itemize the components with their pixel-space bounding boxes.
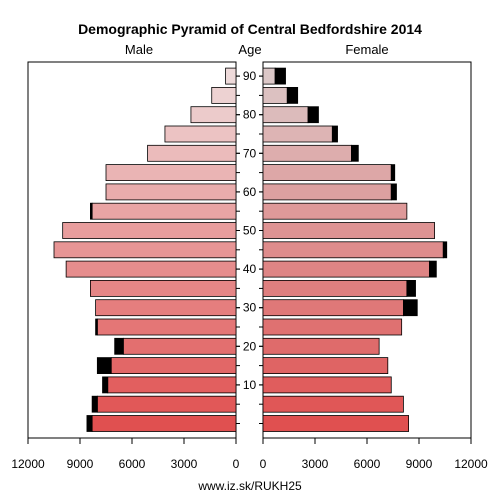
female-excess-85-89 <box>286 87 299 104</box>
male-excess-0-4 <box>86 415 93 432</box>
female-bar-60-64 <box>262 183 392 201</box>
female-bar-20-24 <box>262 337 380 355</box>
female-bar-5-9 <box>262 395 404 413</box>
female-excess-70-74 <box>350 144 359 162</box>
female-x-tick-label: 6000 <box>354 457 381 471</box>
male-bar-80-84 <box>190 106 237 124</box>
bars-group <box>53 67 448 432</box>
male-bar-45-49 <box>53 241 237 259</box>
female-excess-40-44 <box>428 260 437 278</box>
male-x-tick-label: 9000 <box>67 457 94 471</box>
female-bar-30-34 <box>262 299 404 317</box>
age-tick-label: 40 <box>243 262 257 276</box>
age-header: Age <box>238 42 261 57</box>
female-excess-75-79 <box>331 125 338 143</box>
male-x-tick-label: 3000 <box>171 457 198 471</box>
male-excess-20-24 <box>114 337 124 355</box>
female-excess-90+ <box>274 67 286 85</box>
age-tick-label: 10 <box>243 378 257 392</box>
male-bar-15-19 <box>110 357 237 375</box>
female-bar-10-14 <box>262 376 392 394</box>
male-bar-10-14 <box>107 376 237 394</box>
female-bar-25-29 <box>262 318 403 336</box>
female-x-tick-label: 9000 <box>406 457 433 471</box>
female-bar-80-84 <box>262 106 309 124</box>
female-bar-0-4 <box>262 415 410 432</box>
female-bar-75-79 <box>262 125 333 143</box>
age-tick-label: 60 <box>243 185 257 199</box>
age-tick-label: 80 <box>243 108 257 122</box>
age-tick-label: 70 <box>243 146 257 160</box>
female-x-tick-label: 3000 <box>302 457 329 471</box>
male-bar-0-4 <box>91 415 237 432</box>
female-bar-50-54 <box>262 222 436 239</box>
male-bar-50-54 <box>62 222 237 239</box>
female-bar-45-49 <box>262 241 444 259</box>
age-tick-label: 50 <box>243 224 257 238</box>
female-bar-55-59 <box>262 202 408 220</box>
female-header: Female <box>345 42 388 57</box>
female-bar-35-39 <box>262 279 408 297</box>
male-bar-70-74 <box>147 144 237 162</box>
male-bar-5-9 <box>96 395 237 413</box>
chart-title: Demographic Pyramid of Central Bedfordsh… <box>78 21 422 37</box>
male-bar-40-44 <box>65 260 237 278</box>
axes-group: 10 20 30 40 50 60 70 80 90 12000 9000 6000 3000 0 0 300… <box>11 69 488 471</box>
female-excess-30-34 <box>402 299 418 317</box>
age-tick-label: 30 <box>243 301 257 315</box>
male-bar-75-79 <box>164 125 237 143</box>
male-header: Male <box>125 42 153 57</box>
male-excess-10-14 <box>102 376 109 394</box>
female-x-tick-label: 12000 <box>454 457 488 471</box>
female-bar-85-89 <box>262 87 288 104</box>
male-excess-15-19 <box>96 357 112 375</box>
male-excess-5-9 <box>91 395 98 413</box>
female-bar-90+ <box>262 67 276 85</box>
male-bar-25-29 <box>96 318 237 336</box>
female-bar-40-44 <box>262 260 430 278</box>
male-bar-30-34 <box>95 299 237 317</box>
female-excess-45-49 <box>442 241 448 259</box>
male-x-tick-label: 6000 <box>119 457 146 471</box>
female-excess-80-84 <box>307 106 319 124</box>
male-bar-85-89 <box>211 87 237 104</box>
female-excess-65-69 <box>390 164 396 182</box>
male-excess-25-29 <box>95 318 98 336</box>
male-bar-55-59 <box>91 202 237 220</box>
age-tick-label: 20 <box>243 339 257 353</box>
male-bar-20-24 <box>122 337 237 355</box>
female-x-tick-label: 0 <box>260 457 267 471</box>
male-x-tick-label: 0 <box>233 457 240 471</box>
male-bar-60-64 <box>105 183 237 201</box>
female-bar-15-19 <box>262 357 389 375</box>
male-bar-90+ <box>225 67 237 85</box>
female-excess-60-64 <box>390 183 397 201</box>
male-excess-55-59 <box>90 202 93 220</box>
female-bar-70-74 <box>262 144 352 162</box>
age-tick-label: 90 <box>243 69 257 83</box>
female-bar-65-69 <box>262 164 392 182</box>
male-bar-65-69 <box>105 164 237 182</box>
male-bar-35-39 <box>90 279 237 297</box>
female-excess-35-39 <box>406 279 416 297</box>
footer-source: www.iz.sk/RUKH25 <box>197 479 302 493</box>
male-x-tick-label: 12000 <box>11 457 45 471</box>
